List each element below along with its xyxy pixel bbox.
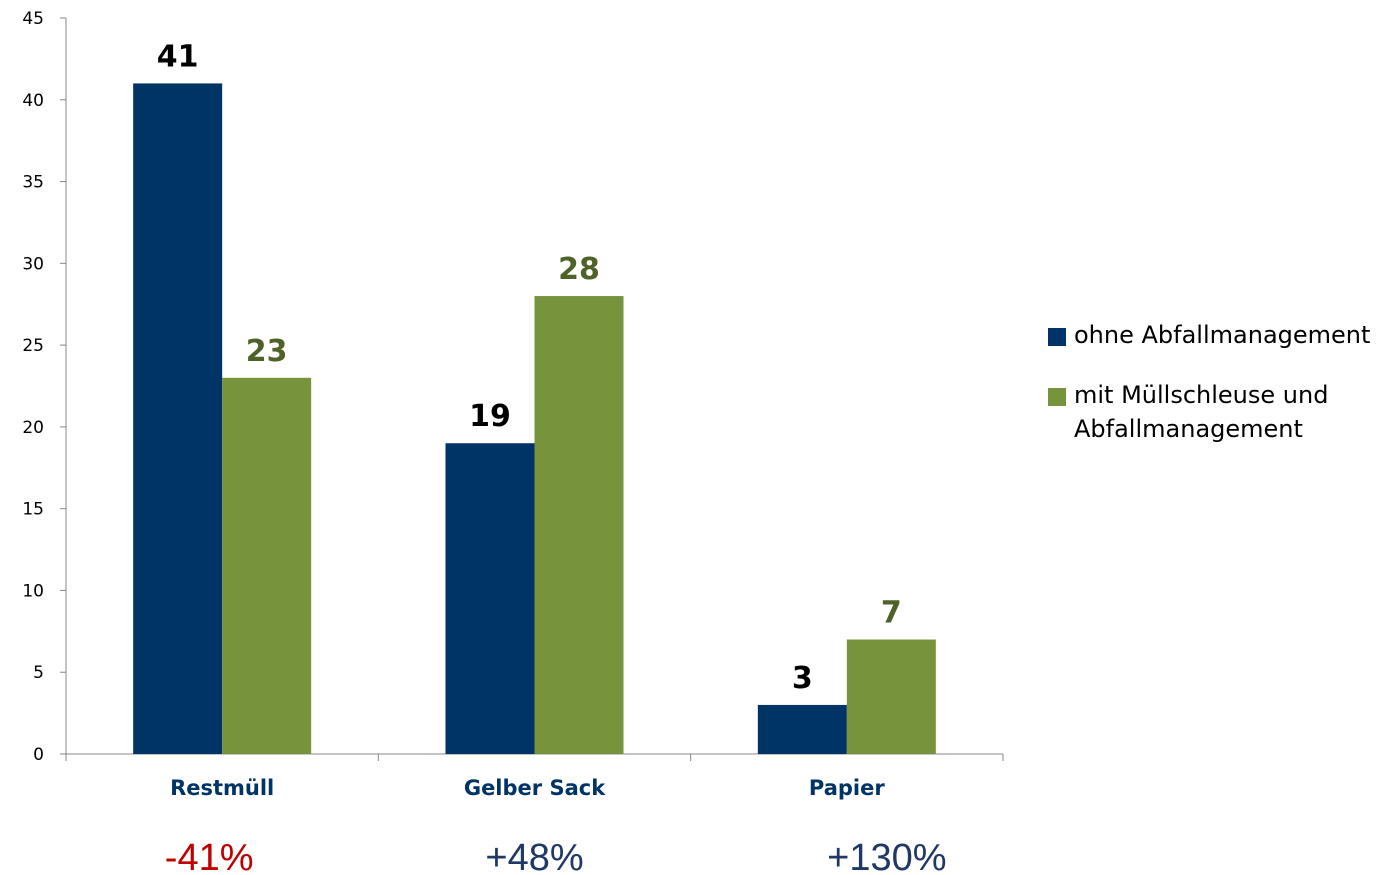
change-labels: -41% +48% +130% [165,837,947,875]
data-label: 7 [881,596,902,631]
legend-swatch-series-1 [1048,328,1066,346]
data-label: 23 [246,334,288,369]
change-label: -41% [165,837,254,875]
y-tick-label: 20 [22,418,44,438]
legend-swatch-series-2 [1048,388,1066,406]
bar [222,378,311,754]
category-label: Papier [809,776,885,800]
legend: ohne Abfallmanagement mit Müllschleuse u… [1048,318,1398,446]
y-tick-label: 40 [22,91,44,111]
y-tick-label: 45 [22,9,44,29]
legend-item-series-1: ohne Abfallmanagement [1048,318,1398,352]
y-tick-label: 25 [22,336,44,356]
y-tick-label: 5 [33,663,44,683]
y-tick-label: 15 [22,500,44,520]
bars [133,83,936,754]
change-label: +48% [485,837,583,875]
bar [133,83,222,754]
legend-item-series-2: mit Müllschleuse und Abfallmanagement [1048,378,1398,446]
y-tick-label: 35 [22,173,44,193]
bar [446,443,535,754]
bar [847,640,936,754]
data-label: 3 [792,661,813,696]
data-label: 28 [558,252,600,287]
legend-label-series-1: ohne Abfallmanagement [1074,321,1370,349]
data-label: 19 [469,399,511,434]
y-tick-label: 0 [33,745,44,765]
bar [758,705,847,754]
y-tick-label: 10 [22,581,44,601]
bar [535,296,624,754]
legend-label-series-2: mit Müllschleuse und Abfallmanagement [1074,381,1328,443]
y-tick-label: 30 [22,254,44,274]
category-label: Restmüll [170,776,274,800]
y-axis: 0 5 10 15 20 25 30 35 40 45 [22,9,66,765]
x-axis: Restmüll Gelber Sack Papier [66,754,1003,800]
category-label: Gelber Sack [464,776,606,800]
change-label: +130% [827,837,946,875]
data-label: 41 [157,39,199,74]
